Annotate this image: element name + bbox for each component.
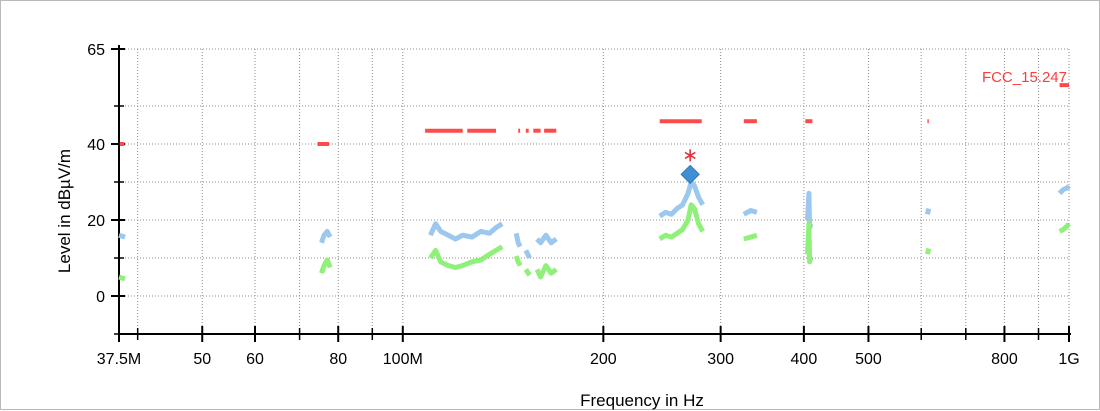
y-tick-label: 0 [96, 289, 105, 306]
x-tick-label: 100M [383, 351, 423, 368]
series-segment [513, 255, 523, 267]
x-tick-label: 80 [329, 351, 347, 368]
peak-marker-asterisk [684, 149, 696, 162]
series-segment [428, 221, 504, 242]
limit-label: FCC_15.247 [982, 69, 1067, 86]
x-tick-label: 800 [991, 351, 1018, 368]
series-segment [428, 244, 504, 270]
x-tick-label: 200 [590, 351, 617, 368]
series-segment [513, 232, 523, 248]
y-axis-title: Level in dBµV/m [55, 149, 74, 273]
average-trace-series [118, 202, 1071, 282]
series-segment [319, 257, 333, 275]
series-layer [118, 83, 1071, 282]
series-segment [523, 249, 532, 260]
series-segment [1058, 222, 1071, 234]
series-segment [743, 232, 758, 242]
grid [119, 48, 1070, 334]
y-tick-label: 20 [87, 213, 105, 230]
series-segment [658, 202, 705, 242]
asterisk-stroke [684, 151, 696, 160]
series-segment [534, 263, 558, 280]
series-segment [118, 232, 126, 240]
x-tick-label: 60 [246, 351, 264, 368]
series-segment [523, 268, 532, 277]
series-segment [118, 274, 126, 282]
axes: 0 20 40 65 37.5M 50 60 80 100M 200 300 400 500 800 1G [87, 42, 1079, 368]
series-segment [805, 221, 814, 265]
y-tick-label: 40 [87, 137, 105, 154]
series-segment [658, 179, 705, 219]
series-segment [1057, 184, 1071, 196]
series-segment [535, 232, 558, 246]
series-segment [742, 208, 758, 217]
x-tick-label: 37.5M [97, 351, 141, 368]
x-axis-title: Frequency in Hz [580, 391, 704, 410]
limit-series [119, 83, 1069, 146]
x-tick-label: 400 [791, 351, 818, 368]
peak-marker-diamond [680, 164, 700, 185]
x-tick-label: 300 [707, 351, 734, 368]
series-segment [924, 208, 932, 215]
marker-layer [680, 149, 700, 185]
series-segment [924, 247, 932, 255]
x-tick-label: 500 [855, 351, 882, 368]
series-segment [319, 228, 333, 244]
x-tick-label: 1G [1058, 351, 1079, 368]
y-tick-label: 65 [87, 42, 105, 59]
x-tick-label: 50 [193, 351, 211, 368]
